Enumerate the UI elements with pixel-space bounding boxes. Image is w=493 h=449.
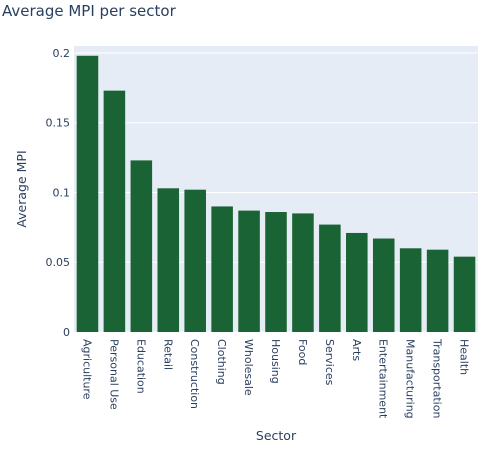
x-tick-label: Retail bbox=[161, 339, 174, 370]
x-tick-label: Transportation bbox=[431, 338, 444, 418]
y-axis-title: Average MPI bbox=[14, 150, 29, 227]
bar-arts[interactable] bbox=[346, 233, 368, 332]
x-tick-label: Education bbox=[134, 339, 147, 394]
x-tick-label: Entertainment bbox=[377, 339, 390, 419]
y-axis-ticks: 0 0.05 0.1 0.15 0.2 bbox=[46, 47, 71, 339]
x-tick-label: Construction bbox=[188, 339, 201, 409]
bar-transportation[interactable] bbox=[427, 250, 449, 332]
bar-education[interactable] bbox=[131, 160, 153, 332]
bar-health[interactable] bbox=[454, 257, 476, 332]
bar-agriculture[interactable] bbox=[77, 56, 99, 332]
bar-wholesale[interactable] bbox=[238, 211, 260, 332]
bar-food[interactable] bbox=[292, 213, 314, 332]
x-tick-label: Personal Use bbox=[107, 339, 120, 410]
x-tick-label: Clothing bbox=[215, 339, 228, 385]
bar-services[interactable] bbox=[319, 225, 341, 332]
y-tick-label: 0.05 bbox=[46, 256, 71, 269]
y-tick-label: 0.2 bbox=[53, 47, 71, 60]
x-tick-label: Health bbox=[458, 339, 471, 375]
x-tick-label: Food bbox=[296, 339, 309, 365]
x-tick-label: Services bbox=[323, 339, 336, 386]
chart-title: Average MPI per sector bbox=[2, 2, 177, 20]
y-tick-label: 0.15 bbox=[46, 117, 71, 130]
bar-entertainment[interactable] bbox=[373, 239, 395, 332]
x-tick-label: Manufacturing bbox=[404, 339, 417, 419]
bar-housing[interactable] bbox=[265, 212, 287, 332]
x-axis-title: Sector bbox=[256, 428, 297, 443]
y-tick-label: 0.1 bbox=[53, 186, 71, 199]
bar-retail[interactable] bbox=[157, 188, 179, 332]
bar-construction[interactable] bbox=[184, 190, 206, 332]
x-tick-label: Wholesale bbox=[242, 339, 255, 396]
x-tick-label: Agriculture bbox=[80, 339, 93, 400]
bar-manufacturing[interactable] bbox=[400, 248, 422, 332]
x-axis-ticks: Agriculture Personal Use Education Retail Co… bbox=[80, 338, 470, 419]
bar-clothing[interactable] bbox=[211, 206, 233, 332]
x-tick-label: Housing bbox=[269, 339, 282, 384]
bar-personal-use[interactable] bbox=[104, 91, 126, 332]
x-tick-label: Arts bbox=[350, 339, 363, 361]
y-tick-label: 0 bbox=[63, 326, 70, 339]
